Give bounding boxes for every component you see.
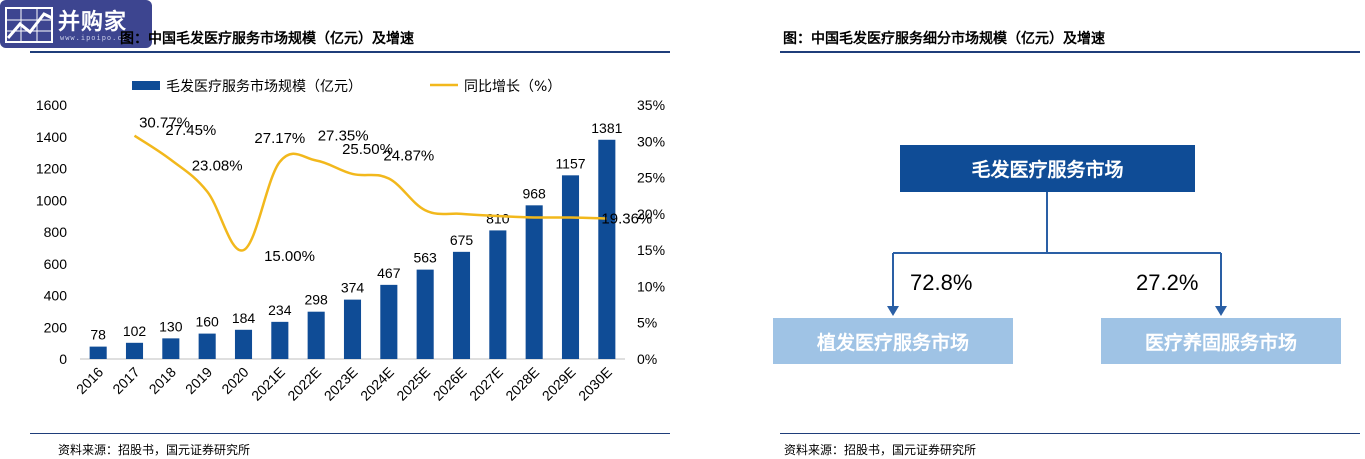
arrow-down-icon (1215, 306, 1227, 316)
growth-value-label: 25.50% (342, 141, 393, 158)
logo-url: www.ipoipo.cn (60, 34, 128, 42)
y-right-tick-label: 35% (637, 97, 665, 113)
bar-value-label: 563 (413, 250, 437, 266)
y-right-tick-label: 10% (637, 278, 665, 294)
bar-value-label: 184 (232, 310, 256, 326)
growth-value-label: 27.45% (165, 122, 216, 139)
right-title-rule (780, 51, 1360, 53)
growth-value-label: 27.35% (318, 128, 369, 145)
y-right-tick-label: 30% (637, 133, 665, 149)
bar (307, 311, 325, 359)
bar (89, 346, 107, 359)
bar-value-label: 160 (195, 314, 219, 330)
y-right-tick-label: 0% (637, 351, 657, 367)
bar (271, 321, 289, 359)
bar-value-label: 1157 (555, 155, 585, 171)
growth-value-label: 27.17% (254, 130, 305, 147)
bar-value-label: 467 (377, 265, 401, 281)
share-left: 72.8% (910, 270, 973, 295)
y-right-tick-label: 25% (637, 170, 665, 186)
tree-child-box-hair-transplant: 植发医疗服务市场 (773, 318, 1013, 364)
market-size-chart: 0 200 400 600 800 1000 1200 1400 1600 0% 5% 10% 15% 2… (36, 78, 665, 404)
left-title-rule (30, 51, 670, 53)
legend-bar-label: 毛发医疗服务市场规模（亿元） (166, 78, 362, 95)
tree-child-box-hair-care: 医疗养固服务市场 (1101, 318, 1341, 364)
y-right-tick-label: 5% (637, 315, 657, 331)
bar (598, 139, 616, 359)
y-left-tick-label: 1200 (36, 161, 67, 177)
tree-root-box: 毛发医疗服务市场 (900, 145, 1195, 192)
share-right: 27.2% (1136, 270, 1199, 295)
y-right-tick-label: 20% (637, 206, 665, 222)
bar (234, 329, 253, 359)
bar (198, 333, 216, 359)
bar-value-label: 234 (268, 302, 292, 318)
y-left-tick-label: 1000 (36, 192, 67, 208)
bar-value-label: 968 (522, 185, 546, 201)
y-left-tick-label: 800 (44, 224, 68, 240)
arrow-down-icon (887, 306, 899, 316)
logo-text: 并购家 (58, 10, 128, 35)
legend-bar-swatch (132, 81, 160, 90)
bar (416, 269, 434, 359)
left-source: 资料来源：招股书，国元证券研究所 (58, 443, 251, 457)
y-right-tick-label: 15% (637, 242, 665, 258)
bar (489, 230, 507, 359)
y-left-tick-label: 0 (59, 351, 67, 367)
bar (343, 299, 362, 359)
bar-value-label: 78 (90, 327, 106, 343)
bar (452, 251, 471, 359)
growth-value-label: 24.87% (383, 148, 434, 165)
bar-value-label: 675 (450, 232, 474, 248)
chart-logo-icon (5, 7, 53, 43)
growth-value-label: 19.36% (601, 211, 652, 228)
bar-value-label: 102 (123, 323, 147, 339)
bar (561, 175, 580, 359)
bar-value-label: 374 (341, 280, 365, 296)
bar-value-label: 1381 (591, 120, 622, 136)
y-left-tick-label: 200 (44, 319, 68, 335)
growth-value-label: 23.08% (192, 158, 243, 175)
bar (525, 205, 543, 359)
growth-line (133, 134, 607, 252)
brand-logo: 并购家 www.ipoipo.cn (0, 0, 152, 48)
right-source: 资料来源：招股书，国元证券研究所 (784, 443, 977, 457)
growth-value-label: 15.00% (264, 248, 315, 265)
y-left-tick-label: 1600 (36, 97, 67, 113)
right-chart-title: 图：中国毛发医疗服务细分市场规模（亿元）及增速 (783, 31, 1105, 47)
bar (162, 338, 180, 359)
left-bottom-rule (30, 433, 670, 434)
bar-value-label: 810 (486, 210, 510, 226)
bar-value-label: 298 (304, 292, 328, 308)
y-left-tick-label: 1400 (36, 129, 67, 145)
growth-value-label: 30.77% (139, 115, 190, 132)
y-left-tick-label: 600 (44, 256, 68, 272)
y-left-tick-label: 400 (44, 288, 68, 304)
bar-value-label: 130 (159, 318, 183, 334)
bar (380, 284, 398, 359)
left-chart-title: 图：中国毛发医疗服务市场规模（亿元）及增速 (120, 31, 414, 47)
legend-line-label: 同比增长（%） (464, 79, 561, 95)
right-bottom-rule (780, 433, 1360, 434)
bar (125, 342, 144, 359)
